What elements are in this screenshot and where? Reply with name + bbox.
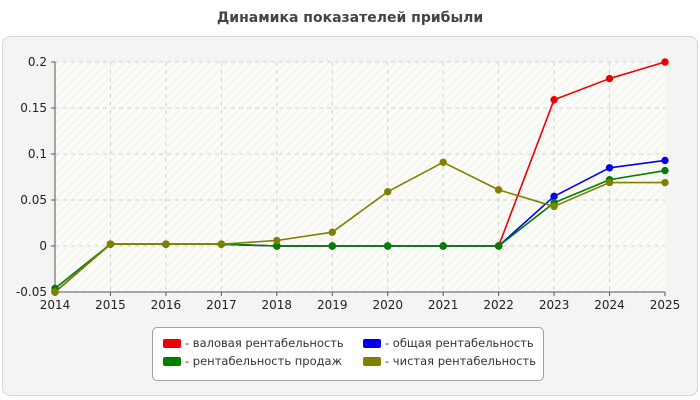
data-point-3-2[interactable] bbox=[162, 240, 170, 248]
data-point-0-10[interactable] bbox=[605, 74, 614, 83]
data-point-1-9[interactable] bbox=[550, 192, 558, 201]
data-point-0-11[interactable] bbox=[661, 58, 669, 66]
axis-ticks: -0.05 0 0.05 0.1 0.15 0.2 2014 2015 2016 2017 2018… bbox=[16, 55, 680, 312]
x-tick-label: 2014 bbox=[40, 298, 71, 312]
x-tick-label: 2017 bbox=[206, 298, 237, 312]
series-group bbox=[51, 58, 669, 296]
data-point-2-7[interactable] bbox=[439, 242, 447, 250]
legend-swatch bbox=[163, 338, 181, 348]
data-point-2-5[interactable] bbox=[328, 242, 336, 250]
x-tick-label: 2025 bbox=[650, 298, 681, 312]
legend-label: - валовая рентабельность bbox=[185, 336, 344, 350]
chart-title: Динамика показателей прибыли bbox=[216, 10, 484, 26]
plot-area bbox=[55, 62, 665, 292]
x-tick-label: 2018 bbox=[262, 298, 293, 312]
x-tick-label: 2019 bbox=[317, 298, 348, 312]
data-point-3-3[interactable] bbox=[217, 240, 226, 248]
data-point-3-1[interactable] bbox=[106, 240, 115, 248]
y-tick-label: 0.05 bbox=[20, 193, 47, 207]
legend-swatch bbox=[363, 338, 381, 348]
data-point-3-6[interactable] bbox=[384, 188, 392, 196]
legend-label: - рентабельность продаж bbox=[185, 354, 342, 368]
y-tick-label: 0.15 bbox=[20, 101, 47, 115]
data-point-3-11[interactable] bbox=[661, 178, 669, 187]
data-point-3-4[interactable] bbox=[273, 236, 281, 245]
y-tick-label: 0.1 bbox=[28, 147, 47, 161]
legend-swatch bbox=[363, 356, 381, 366]
data-point-3-8[interactable] bbox=[494, 186, 503, 194]
x-tick-label: 2020 bbox=[372, 298, 403, 312]
y-tick-label: 0.2 bbox=[28, 55, 47, 69]
x-tick-label: 2015 bbox=[95, 298, 126, 312]
legend-label: - общая рентабельность bbox=[385, 336, 534, 350]
data-point-2-11[interactable] bbox=[661, 166, 669, 175]
legend-swatch bbox=[163, 356, 181, 366]
legend: - валовая рентабельность - общая рентабе… bbox=[152, 327, 544, 381]
data-point-3-0[interactable] bbox=[51, 288, 59, 296]
data-point-2-8[interactable] bbox=[494, 242, 503, 250]
x-tick-label: 2024 bbox=[594, 298, 625, 312]
y-tick-label: -0.05 bbox=[16, 285, 47, 299]
series-line-3 bbox=[54, 161, 665, 293]
legend-item-sales[interactable]: - рентабельность продаж bbox=[163, 354, 342, 368]
data-point-0-9[interactable] bbox=[550, 96, 558, 104]
data-point-1-10[interactable] bbox=[605, 164, 614, 172]
data-point-3-7[interactable] bbox=[439, 158, 447, 166]
y-tick-label: 0 bbox=[39, 239, 47, 253]
legend-label: - чистая рентабельность bbox=[385, 354, 537, 368]
legend-item-total[interactable]: - общая рентабельность bbox=[363, 336, 534, 350]
x-tick-label: 2022 bbox=[483, 298, 514, 312]
x-tick-label: 2021 bbox=[428, 298, 459, 312]
data-point-3-10[interactable] bbox=[605, 178, 614, 187]
legend-item-gross[interactable]: - валовая рентабельность bbox=[163, 336, 344, 350]
x-tick-label: 2023 bbox=[539, 298, 570, 312]
data-point-3-9[interactable] bbox=[550, 202, 558, 211]
x-tick-label: 2016 bbox=[151, 298, 182, 312]
data-point-2-6[interactable] bbox=[384, 242, 392, 250]
data-point-1-11[interactable] bbox=[661, 156, 669, 165]
legend-item-net[interactable]: - чистая рентабельность bbox=[363, 354, 536, 368]
data-point-3-5[interactable] bbox=[328, 228, 336, 236]
